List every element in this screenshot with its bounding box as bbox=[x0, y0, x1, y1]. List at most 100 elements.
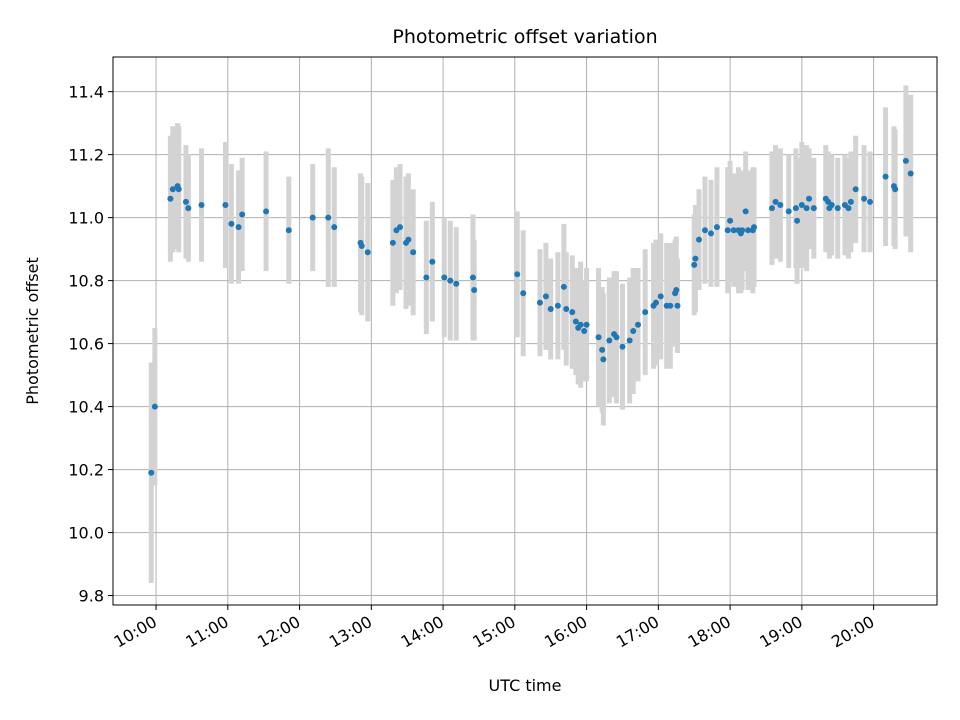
data-point bbox=[554, 302, 561, 309]
data-point bbox=[772, 198, 779, 205]
data-point bbox=[389, 239, 396, 246]
y-tick-label: 10.2 bbox=[68, 461, 104, 480]
y-tick-label: 10.6 bbox=[68, 335, 104, 354]
data-point bbox=[235, 224, 242, 231]
data-point bbox=[453, 280, 460, 287]
data-point bbox=[471, 287, 478, 294]
data-point bbox=[845, 205, 852, 212]
y-tick-label: 11.2 bbox=[68, 146, 104, 165]
data-point bbox=[542, 293, 549, 300]
data-point bbox=[713, 224, 720, 231]
data-point bbox=[892, 186, 899, 193]
y-tick-label: 9.8 bbox=[79, 587, 104, 606]
data-point bbox=[691, 261, 698, 268]
data-point bbox=[696, 236, 703, 243]
x-axis-label: UTC time bbox=[489, 676, 562, 695]
data-point bbox=[674, 302, 681, 309]
data-point bbox=[902, 157, 909, 164]
data-point bbox=[397, 224, 404, 231]
data-point bbox=[861, 195, 868, 202]
data-point bbox=[657, 293, 664, 300]
data-point bbox=[730, 227, 737, 234]
y-tick-label: 10.8 bbox=[68, 272, 104, 291]
data-point bbox=[828, 202, 835, 209]
data-point bbox=[724, 227, 731, 234]
data-point bbox=[263, 208, 270, 215]
y-tick-label: 11.0 bbox=[68, 209, 104, 228]
data-point bbox=[222, 202, 229, 209]
y-axis-label: Photometric offset bbox=[23, 257, 42, 405]
data-point bbox=[175, 186, 182, 193]
data-point bbox=[169, 186, 176, 193]
data-point bbox=[673, 287, 680, 294]
data-point bbox=[692, 255, 699, 262]
data-point bbox=[536, 299, 543, 306]
y-tick-label: 11.4 bbox=[68, 83, 104, 102]
data-point bbox=[148, 469, 155, 476]
data-point bbox=[239, 211, 246, 218]
data-point bbox=[882, 173, 889, 180]
data-points bbox=[148, 157, 914, 476]
data-point bbox=[742, 208, 749, 215]
data-point bbox=[619, 343, 626, 350]
data-point bbox=[560, 283, 567, 290]
data-point bbox=[410, 249, 417, 256]
data-point bbox=[635, 321, 642, 328]
data-point bbox=[577, 321, 584, 328]
data-point bbox=[701, 227, 708, 234]
data-point bbox=[739, 227, 746, 234]
data-point bbox=[792, 205, 799, 212]
data-point bbox=[777, 202, 784, 209]
data-point bbox=[514, 271, 521, 278]
data-point bbox=[599, 346, 606, 353]
data-point bbox=[810, 205, 817, 212]
data-point bbox=[151, 403, 158, 410]
y-tick-label: 10.4 bbox=[68, 398, 104, 417]
data-point bbox=[441, 274, 448, 281]
y-axis-ticks: 9.8 10.0 10.2 10.4 10.6 10.8 11.0 11.2 11.4 bbox=[68, 83, 113, 606]
data-point bbox=[547, 305, 554, 312]
data-point bbox=[198, 202, 205, 209]
data-point bbox=[847, 198, 854, 205]
data-point bbox=[652, 299, 659, 306]
data-point bbox=[429, 258, 436, 265]
data-point bbox=[563, 305, 570, 312]
data-point bbox=[630, 328, 637, 334]
data-point bbox=[569, 309, 576, 316]
data-point bbox=[727, 217, 734, 224]
data-point bbox=[834, 205, 841, 212]
data-point bbox=[626, 337, 633, 344]
data-point bbox=[325, 214, 332, 221]
data-point bbox=[182, 198, 189, 205]
data-point bbox=[785, 208, 792, 215]
y-tick-label: 10.0 bbox=[68, 524, 104, 543]
data-point bbox=[581, 328, 588, 334]
data-point bbox=[583, 321, 590, 328]
data-point bbox=[285, 227, 292, 234]
data-point bbox=[167, 195, 174, 202]
data-point bbox=[600, 356, 607, 363]
data-point bbox=[867, 198, 874, 205]
data-point bbox=[852, 186, 859, 193]
data-point bbox=[707, 230, 714, 237]
data-point bbox=[606, 337, 613, 344]
data-point bbox=[364, 249, 371, 256]
data-point bbox=[228, 220, 235, 227]
data-point bbox=[520, 290, 527, 297]
data-point bbox=[794, 217, 801, 224]
data-point bbox=[798, 202, 805, 209]
data-point bbox=[642, 309, 649, 316]
data-point bbox=[768, 205, 775, 212]
data-point bbox=[447, 277, 454, 284]
data-point bbox=[469, 274, 476, 281]
data-point bbox=[613, 334, 620, 341]
data-point bbox=[572, 318, 579, 325]
data-point bbox=[309, 214, 316, 221]
data-point bbox=[803, 205, 810, 212]
data-point bbox=[331, 224, 338, 231]
chart-title: Photometric offset variation bbox=[392, 26, 657, 48]
data-point bbox=[595, 334, 602, 341]
data-point bbox=[745, 227, 752, 234]
